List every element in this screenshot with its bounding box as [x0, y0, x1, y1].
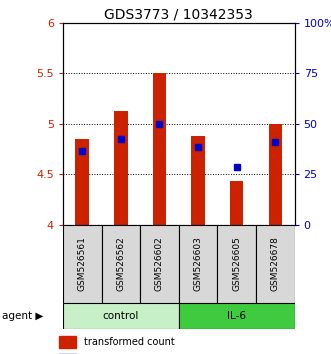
Bar	[153, 74, 166, 225]
Bar	[114, 111, 127, 225]
Text: GSM526602: GSM526602	[155, 236, 164, 291]
Bar	[179, 225, 217, 303]
Bar	[217, 225, 256, 303]
Text: control: control	[103, 311, 139, 321]
Bar	[63, 225, 102, 303]
Bar	[102, 225, 140, 303]
Text: GSM526678: GSM526678	[271, 236, 280, 291]
Bar	[75, 139, 89, 225]
Text: GSM526561: GSM526561	[78, 236, 87, 291]
Bar	[179, 303, 295, 329]
Bar	[63, 303, 179, 329]
Title: GDS3773 / 10342353: GDS3773 / 10342353	[104, 8, 253, 22]
Bar	[268, 124, 282, 225]
Bar	[140, 225, 179, 303]
Text: IL-6: IL-6	[227, 311, 246, 321]
Text: agent ▶: agent ▶	[2, 311, 43, 321]
Bar	[230, 181, 243, 225]
Text: transformed count: transformed count	[84, 337, 174, 347]
Bar	[59, 336, 76, 348]
Bar	[256, 225, 295, 303]
Text: GSM526562: GSM526562	[116, 236, 125, 291]
Text: GSM526603: GSM526603	[194, 236, 203, 291]
Text: GSM526605: GSM526605	[232, 236, 241, 291]
Bar	[191, 136, 205, 225]
